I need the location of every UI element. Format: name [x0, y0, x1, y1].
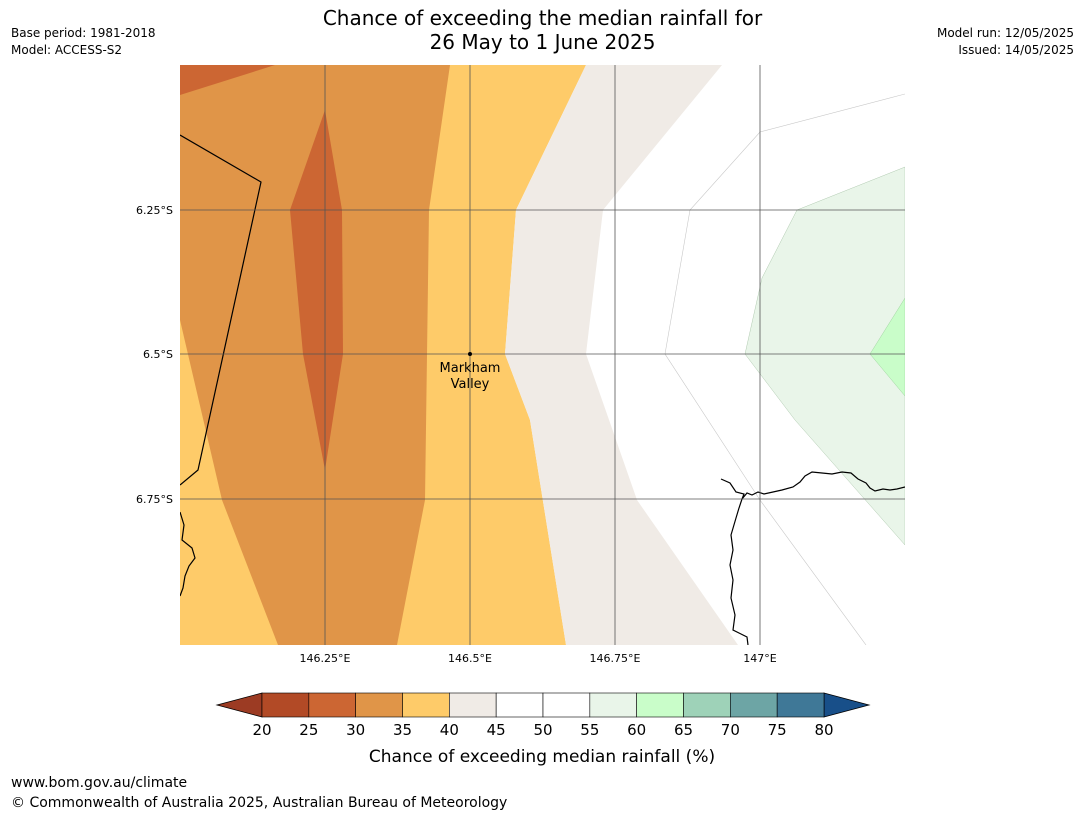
colorbar-tick-label: 30 [346, 721, 365, 739]
colorbar-tick-label: 45 [487, 721, 506, 739]
title-line-1: Chance of exceeding the median rainfall … [322, 6, 763, 30]
band-60-65 [869, 297, 905, 397]
colorbar-tick-label: 50 [533, 721, 552, 739]
colorbar-over-triangle [823, 692, 871, 718]
place-label-line-1: Markham [440, 361, 501, 376]
colorbar-swatch [776, 692, 825, 718]
colorbar-under-triangle [215, 692, 263, 718]
base-period-text: Base period: 1981-2018 [11, 26, 156, 40]
colorbar-tick-label: 80 [814, 721, 833, 739]
lon-label-146-25: 146.25°E [300, 652, 351, 665]
lat-label-6-25: 6.25°S [136, 204, 173, 217]
colorbar-tick-label: 75 [768, 721, 787, 739]
rainfall-map-figure: Markham Valley 6.25°S 6.5°S 6.75°S 146.2… [136, 65, 905, 767]
colorbar-swatch [589, 692, 637, 718]
lon-label-146-5: 146.5°E [448, 652, 492, 665]
colorbar-label: Chance of exceeding median rainfall (%) [369, 747, 715, 767]
run-info-right: Model run: 12/05/2025 Issued: 14/05/2025 [937, 25, 1074, 59]
colorbar-tick-label: 35 [393, 721, 412, 739]
colorbar-swatch [449, 692, 497, 718]
coastline-east-south [729, 498, 749, 645]
issued-text: Issued: 14/05/2025 [958, 43, 1074, 57]
coastline-east-north [720, 471, 905, 500]
colorbar-swatch [355, 692, 403, 718]
place-label-line-2: Valley [451, 377, 490, 392]
colorbar-swatch [495, 692, 544, 718]
lon-label-147: 147°E [743, 652, 776, 665]
map-title: Chance of exceeding the median rainfall … [0, 6, 1085, 54]
colorbar-tick-label: 20 [252, 721, 271, 739]
lon-label-146-75: 146.75°E [590, 652, 641, 665]
band-25-30-corner [180, 65, 275, 95]
colorbar-swatch [636, 692, 684, 718]
lat-label-6-5: 6.5°S [143, 348, 173, 361]
footer-url: www.bom.gov.au/climate [11, 775, 188, 791]
colorbar-tick-label: 70 [721, 721, 740, 739]
lat-label-6-75: 6.75°S [136, 493, 173, 506]
border-line [180, 134, 262, 486]
colorbar-tick-label: 40 [440, 721, 459, 739]
model-run-text: Model run: 12/05/2025 [936, 26, 1074, 40]
colorbar-tick-label: 65 [674, 721, 693, 739]
map-panel [180, 65, 905, 645]
contour-50 [664, 93, 905, 645]
colorbar-tick-label: 60 [627, 721, 646, 739]
colorbar: 20 25 30 35 40 45 50 55 60 65 70 75 80 [215, 692, 871, 739]
run-info-left: Base period: 1981-2018 Model: ACCESS-S2 [11, 25, 156, 59]
band-25-30-strip [290, 110, 343, 470]
coastline-southwest [180, 511, 196, 597]
markham-valley-marker [468, 352, 472, 356]
colorbar-tick-label: 55 [580, 721, 599, 739]
model-text: Model: ACCESS-S2 [11, 43, 123, 57]
footer-copyright: © Commonwealth of Australia 2025, Austra… [11, 795, 508, 811]
colorbar-tick-label: 25 [299, 721, 318, 739]
colorbar-swatch [261, 692, 310, 718]
colorbar-swatch [730, 692, 778, 718]
colorbar-swatch [683, 692, 731, 718]
colorbar-swatch [542, 692, 591, 718]
colorbar-swatch [308, 692, 356, 718]
colorbar-swatch [402, 692, 450, 718]
title-line-2: 26 May to 1 June 2025 [429, 30, 656, 54]
